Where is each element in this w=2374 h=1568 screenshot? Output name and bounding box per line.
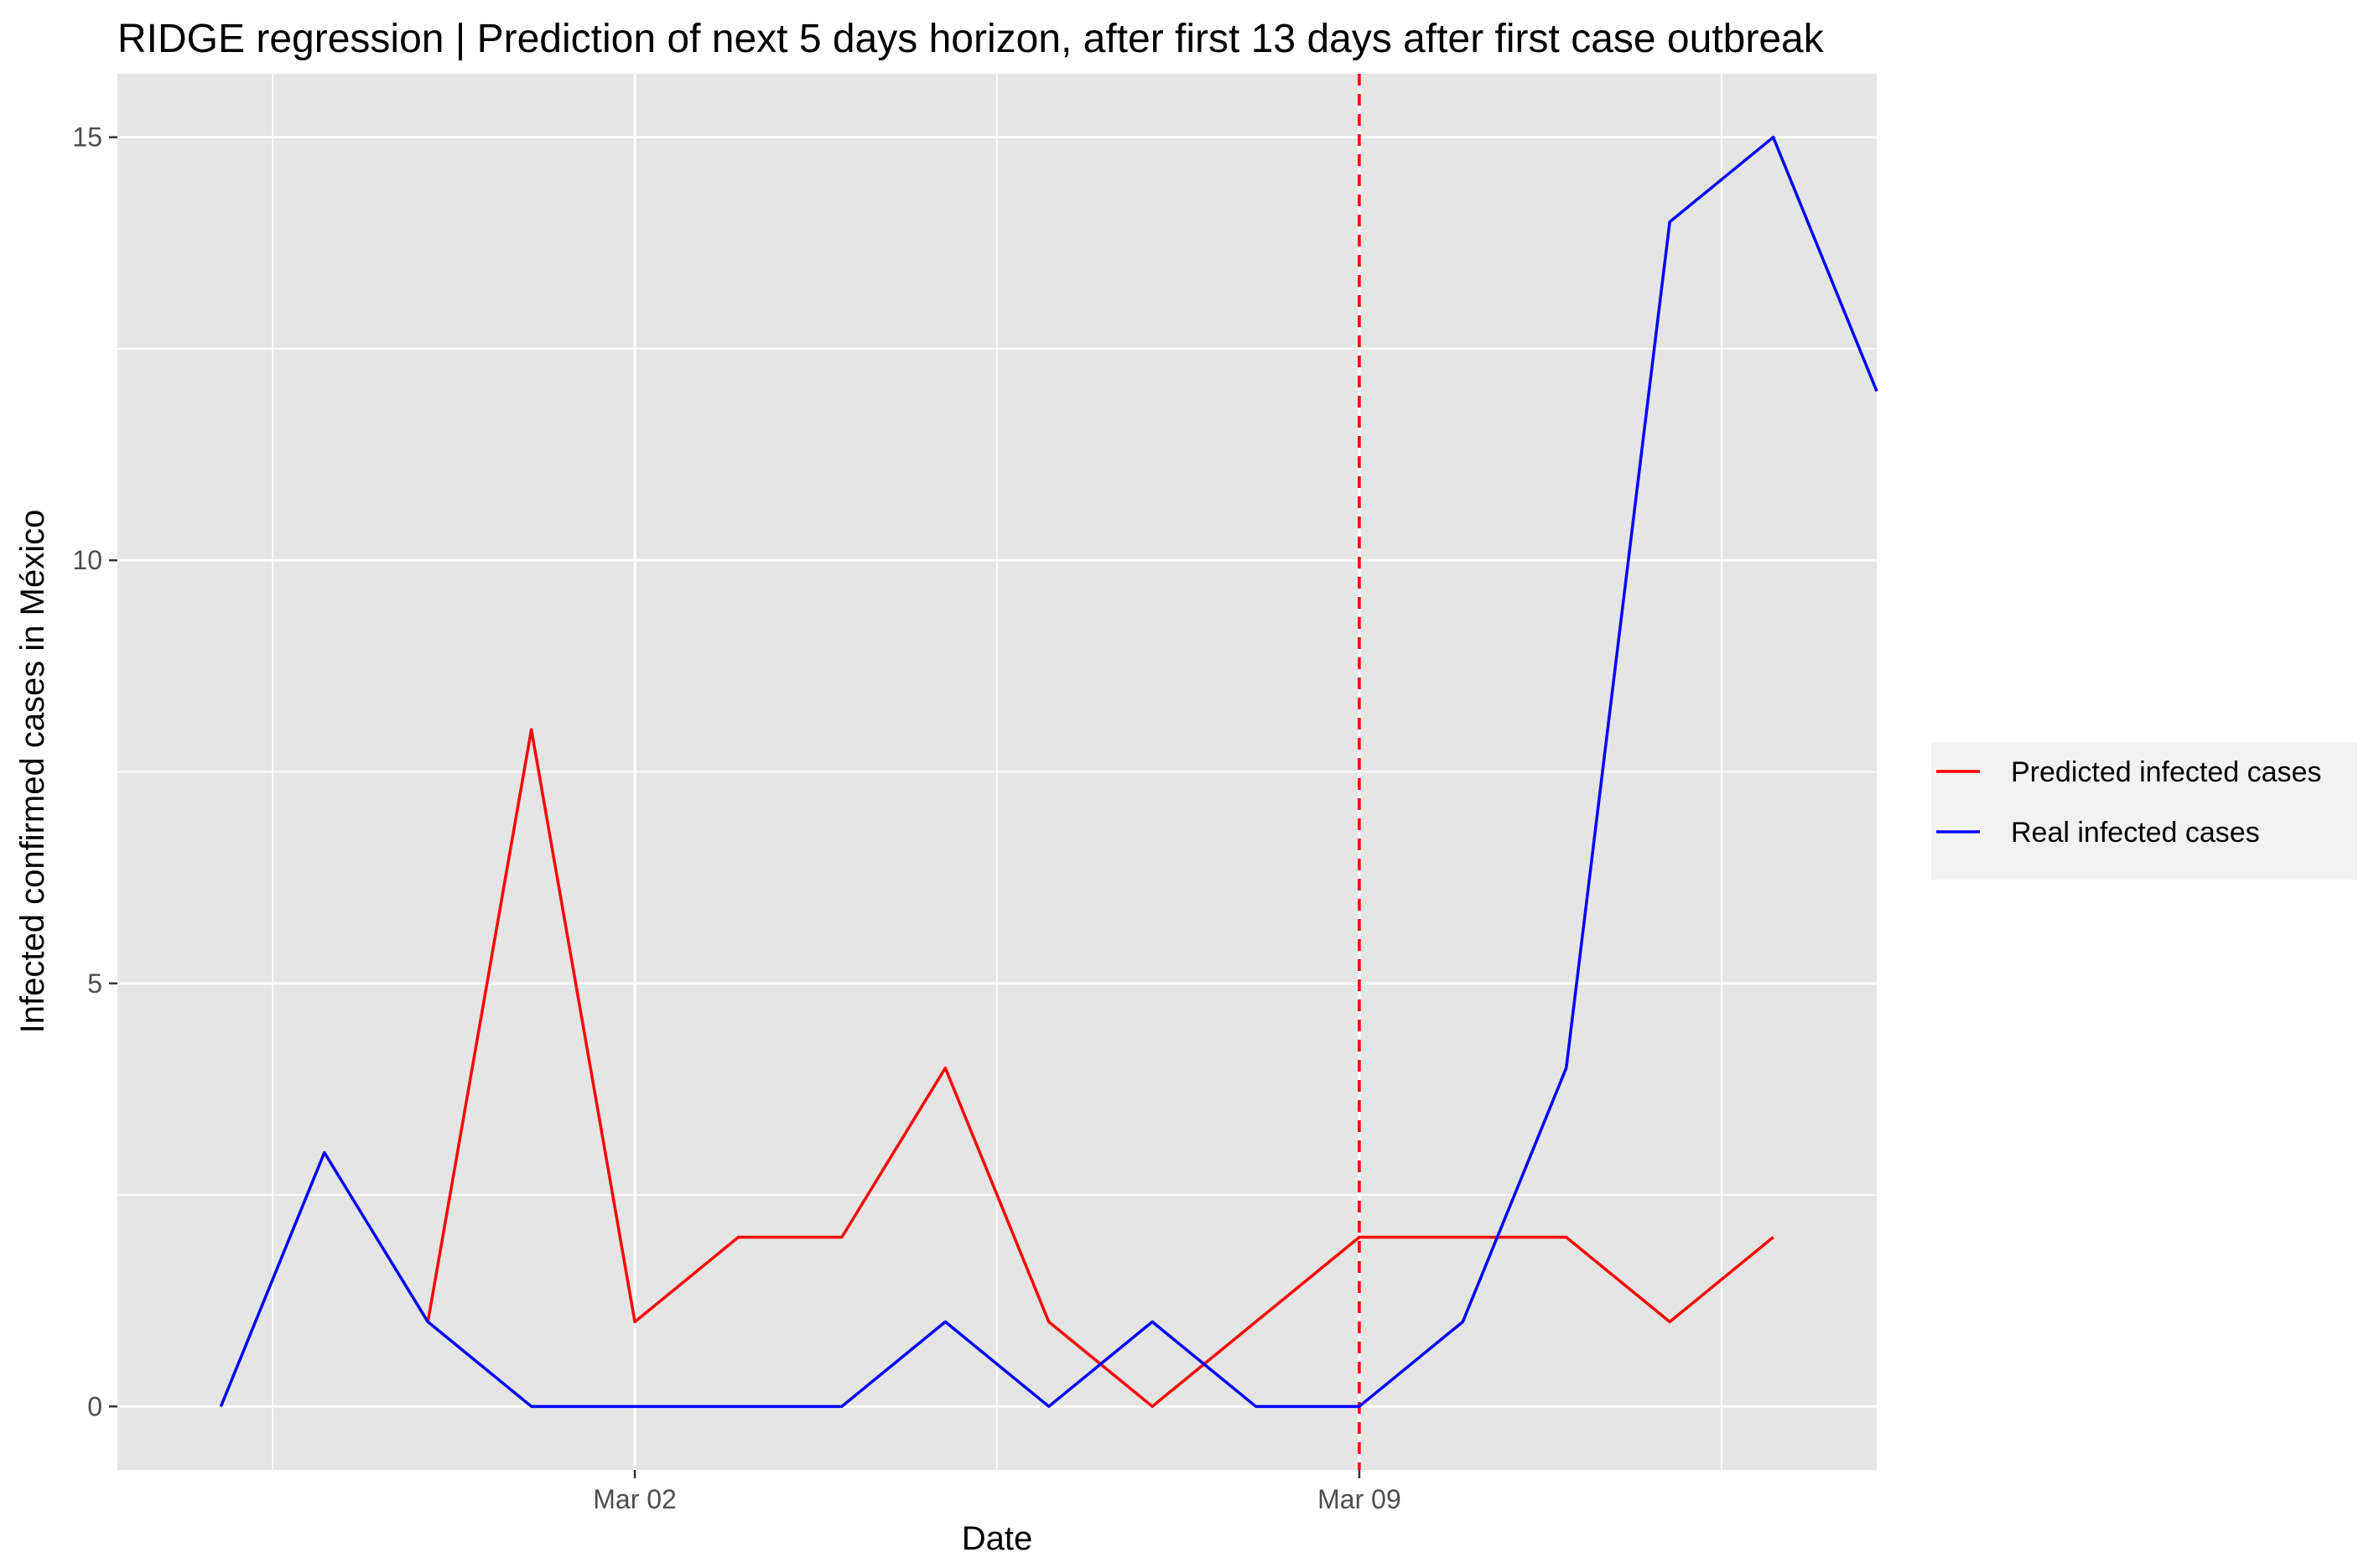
legend-label-0: Predicted infected cases [2011, 756, 2321, 788]
y-axis-title: Infected confirmed cases in México [14, 510, 51, 1034]
y-axis: 0 5 10 15 [72, 122, 117, 1421]
y-tick-label: 15 [72, 122, 102, 153]
x-tick-label: Mar 02 [593, 1484, 677, 1514]
y-tick-label: 10 [72, 545, 102, 575]
legend: Predicted infected cases Real infected ca… [1931, 742, 2357, 880]
chart-title: RIDGE regression | Prediction of next 5 … [117, 17, 1825, 61]
x-tick-label: Mar 09 [1317, 1484, 1401, 1514]
series-line-1 [219, 135, 1878, 1409]
y-tick-label: 5 [87, 968, 102, 999]
series-layer [219, 135, 1878, 1409]
legend-background [1931, 742, 2357, 880]
x-axis: Mar 02 Mar 09 [593, 1470, 1401, 1514]
legend-label-1: Real infected cases [2011, 817, 2260, 849]
y-tick-label: 0 [87, 1391, 102, 1421]
x-axis-title: Date [962, 1520, 1033, 1557]
